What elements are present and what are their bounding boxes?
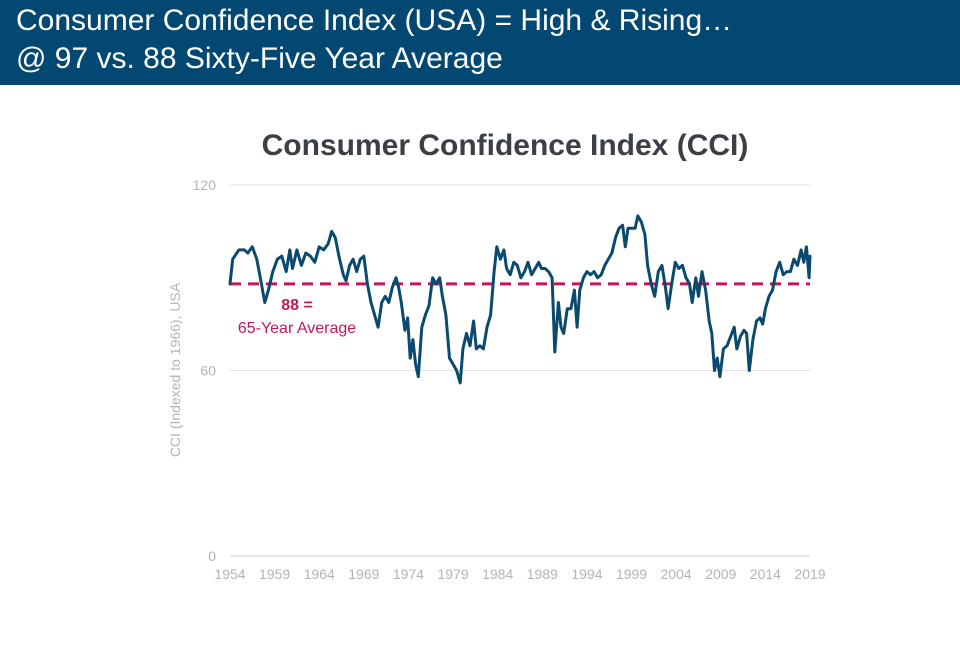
x-tick-label: 2014 bbox=[750, 566, 781, 582]
x-tick-label: 2009 bbox=[705, 566, 736, 582]
x-tick-label: 1969 bbox=[348, 566, 379, 582]
banner-headline: Consumer Confidence Index (USA) = High &… bbox=[16, 4, 733, 37]
average-label-text: 65-Year Average bbox=[238, 320, 356, 337]
chart-title: Consumer Confidence Index (CCI) bbox=[262, 129, 749, 162]
x-tick-label: 1974 bbox=[393, 566, 424, 582]
cci-series-line bbox=[228, 214, 812, 385]
y-axis-ticks: 0 60 120 bbox=[193, 177, 217, 564]
x-tick-label: 2019 bbox=[794, 566, 825, 582]
x-tick-label: 1989 bbox=[527, 566, 558, 582]
banner-subheadline: @ 97 vs. 88 Sixty-Five Year Average bbox=[16, 42, 503, 75]
x-tick-label: 1999 bbox=[616, 566, 647, 582]
y-tick-label: 60 bbox=[200, 363, 216, 379]
y-axis-label: CCI (Indexed to 1966), USA bbox=[167, 282, 183, 457]
x-tick-label: 1979 bbox=[437, 566, 468, 582]
x-tick-label: 1994 bbox=[571, 566, 602, 582]
x-tick-label: 1964 bbox=[304, 566, 335, 582]
x-tick-label: 1959 bbox=[259, 566, 290, 582]
x-tick-label: 2004 bbox=[661, 566, 692, 582]
x-tick-label: 1954 bbox=[214, 566, 245, 582]
y-tick-label: 0 bbox=[208, 548, 216, 564]
average-label-value: 88 = bbox=[281, 297, 313, 314]
y-tick-label: 120 bbox=[193, 177, 217, 193]
x-tick-label: 1984 bbox=[482, 566, 513, 582]
x-axis-ticks: 1954 1959 1964 1969 1974 1979 1984 1989 1994 1999… bbox=[214, 566, 825, 582]
title-banner: Consumer Confidence Index (USA) = High &… bbox=[0, 0, 960, 85]
chart-gridlines bbox=[230, 184, 810, 557]
